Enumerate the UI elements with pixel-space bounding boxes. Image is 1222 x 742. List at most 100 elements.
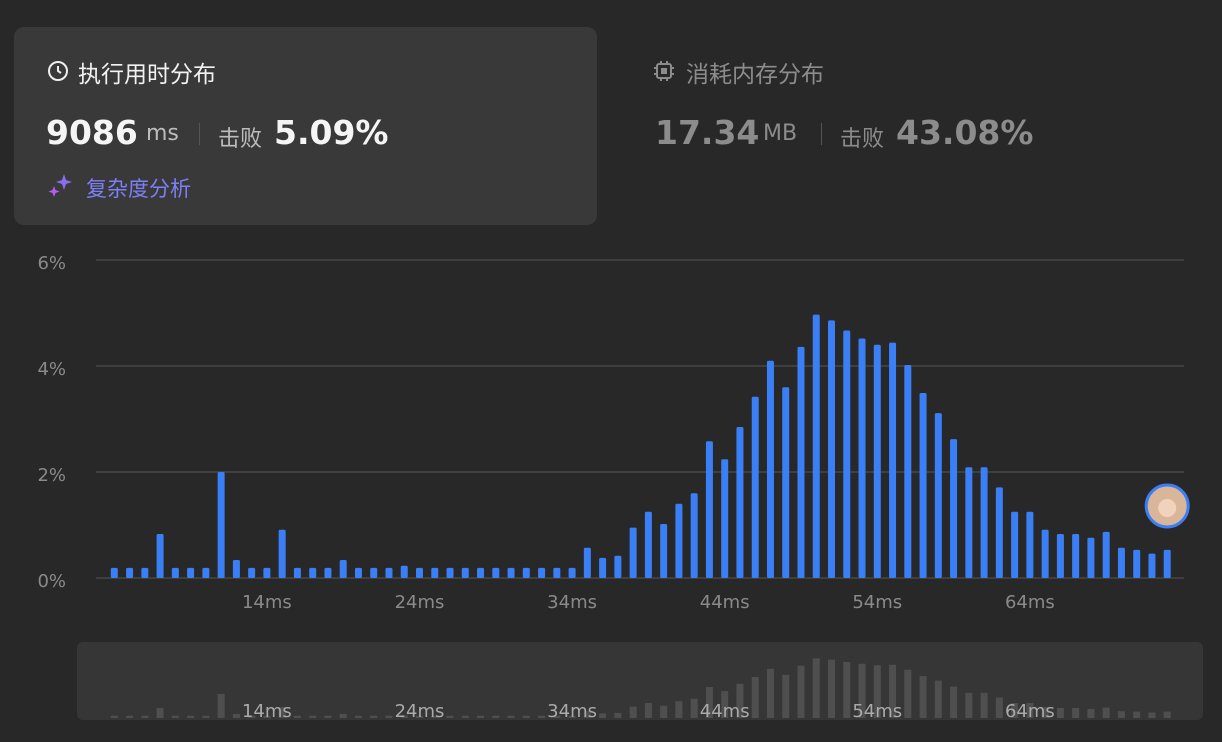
bar[interactable] bbox=[477, 567, 485, 578]
bar[interactable] bbox=[766, 360, 774, 578]
bar[interactable] bbox=[553, 567, 561, 578]
bar[interactable] bbox=[950, 439, 958, 578]
memory-beats: 43.08% bbox=[896, 113, 1034, 152]
analysis-link[interactable]: 复杂度分析 bbox=[86, 177, 191, 201]
bar[interactable] bbox=[721, 459, 729, 578]
bar[interactable] bbox=[934, 413, 942, 578]
bar[interactable] bbox=[217, 472, 225, 578]
bar[interactable] bbox=[614, 555, 622, 578]
bar[interactable] bbox=[690, 493, 698, 578]
navigator-bar bbox=[370, 715, 378, 718]
bar[interactable] bbox=[568, 567, 576, 578]
navigator-bar bbox=[797, 665, 805, 718]
bar[interactable] bbox=[782, 387, 790, 578]
bar[interactable] bbox=[156, 534, 164, 578]
bar[interactable] bbox=[965, 467, 973, 578]
bar[interactable] bbox=[995, 487, 1003, 578]
bar[interactable] bbox=[1011, 511, 1019, 578]
navigator-bar bbox=[385, 715, 393, 718]
navigator-bar bbox=[1117, 711, 1125, 718]
navigator-bar bbox=[705, 687, 713, 718]
bar[interactable] bbox=[385, 567, 393, 578]
runtime-card[interactable] bbox=[14, 27, 597, 225]
bar[interactable] bbox=[416, 567, 424, 578]
navigator-bar bbox=[553, 715, 561, 718]
bar[interactable] bbox=[202, 567, 210, 578]
bar[interactable] bbox=[889, 342, 897, 578]
navigator-bar bbox=[843, 661, 851, 718]
bar[interactable] bbox=[812, 314, 820, 578]
bar[interactable] bbox=[1148, 553, 1156, 578]
bar[interactable] bbox=[431, 567, 439, 578]
bar[interactable] bbox=[110, 567, 118, 578]
bar[interactable] bbox=[232, 559, 240, 578]
bar[interactable] bbox=[293, 567, 301, 578]
bar[interactable] bbox=[873, 344, 881, 578]
bar[interactable] bbox=[1026, 511, 1034, 578]
bar[interactable] bbox=[675, 503, 683, 578]
bar[interactable] bbox=[492, 567, 500, 578]
bar[interactable] bbox=[1102, 531, 1110, 578]
navigator-bar bbox=[904, 669, 912, 718]
sparkle-icon bbox=[48, 174, 72, 197]
bar[interactable] bbox=[461, 567, 469, 578]
navigator-bar bbox=[156, 708, 164, 718]
bar[interactable] bbox=[843, 330, 851, 578]
bar[interactable] bbox=[354, 567, 362, 578]
bar[interactable] bbox=[370, 567, 378, 578]
navigator-bar bbox=[324, 715, 332, 718]
bar[interactable] bbox=[583, 547, 591, 578]
bar[interactable] bbox=[1072, 534, 1080, 578]
bar[interactable] bbox=[736, 426, 744, 578]
bar[interactable] bbox=[660, 523, 668, 578]
navigator-bar bbox=[1133, 711, 1141, 718]
runtime-unit: ms bbox=[146, 121, 179, 146]
separator bbox=[821, 123, 822, 145]
bar[interactable] bbox=[187, 567, 195, 578]
bar[interactable] bbox=[263, 567, 271, 578]
navigator-bar bbox=[751, 676, 759, 718]
bar[interactable] bbox=[278, 529, 286, 578]
y-tick-label: 4% bbox=[37, 359, 66, 380]
bar[interactable] bbox=[1087, 537, 1095, 578]
chip-icon bbox=[654, 61, 674, 81]
navigator-bar bbox=[309, 715, 317, 718]
bar[interactable] bbox=[751, 396, 759, 578]
bar[interactable] bbox=[919, 393, 927, 578]
bar[interactable] bbox=[248, 567, 256, 578]
bar[interactable] bbox=[904, 364, 912, 578]
bar[interactable] bbox=[644, 511, 652, 578]
navigator-tick-label: 44ms bbox=[700, 701, 750, 722]
bar[interactable] bbox=[980, 467, 988, 578]
bar[interactable] bbox=[858, 338, 866, 578]
bar[interactable] bbox=[1133, 549, 1141, 578]
bar[interactable] bbox=[446, 567, 454, 578]
navigator-bar bbox=[568, 715, 576, 718]
navigator-bar bbox=[263, 715, 271, 718]
bar[interactable] bbox=[1041, 529, 1049, 578]
bar[interactable] bbox=[1163, 549, 1171, 578]
navigator-bar bbox=[217, 694, 225, 718]
bar[interactable] bbox=[309, 567, 317, 578]
bar[interactable] bbox=[538, 567, 546, 578]
bar[interactable] bbox=[629, 527, 637, 578]
bar[interactable] bbox=[400, 565, 408, 578]
bar[interactable] bbox=[1056, 534, 1064, 578]
bar[interactable] bbox=[797, 346, 805, 578]
memory-title[interactable]: 消耗内存分布 bbox=[686, 62, 824, 88]
bar[interactable] bbox=[339, 559, 347, 578]
bar[interactable] bbox=[1117, 547, 1125, 578]
y-tick-label: 6% bbox=[37, 253, 66, 274]
bar[interactable] bbox=[141, 567, 149, 578]
bar[interactable] bbox=[507, 567, 515, 578]
bar[interactable] bbox=[171, 567, 179, 578]
bar[interactable] bbox=[522, 567, 530, 578]
navigator-bar bbox=[278, 707, 286, 718]
navigator-bar bbox=[583, 711, 591, 718]
bar[interactable] bbox=[828, 320, 836, 578]
navigator-bar bbox=[599, 713, 607, 718]
bar[interactable] bbox=[126, 567, 134, 578]
bar[interactable] bbox=[324, 567, 332, 578]
bar[interactable] bbox=[705, 441, 713, 578]
bar[interactable] bbox=[599, 557, 607, 578]
